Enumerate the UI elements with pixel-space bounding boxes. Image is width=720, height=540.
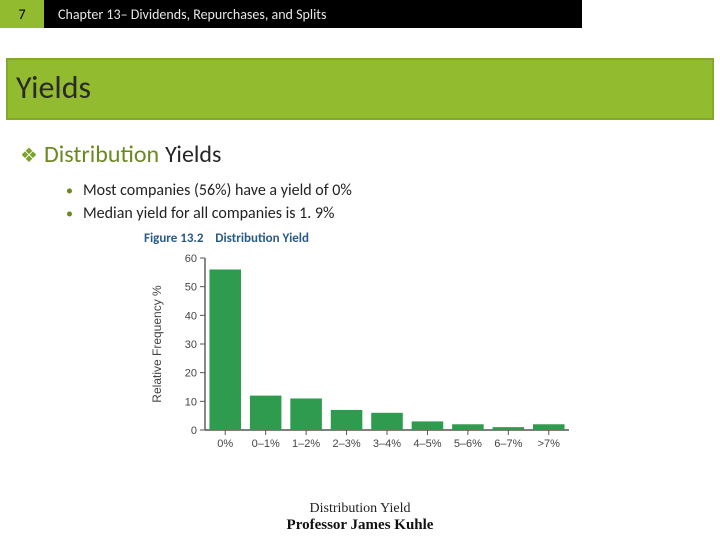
heading-plain: Yields bbox=[165, 140, 221, 169]
svg-text:3–4%: 3–4% bbox=[373, 438, 401, 450]
svg-text:0%: 0% bbox=[217, 438, 233, 450]
title-green-band bbox=[8, 60, 712, 118]
svg-text:6–7%: 6–7% bbox=[494, 438, 522, 450]
list-item: • Median yield for all companies is 1. 9… bbox=[66, 202, 700, 225]
bullet-dot-icon: • bbox=[66, 204, 73, 224]
figure-caption-number: Figure 13.2 bbox=[144, 231, 204, 246]
list-item: • Most companies (56%) have a yield of 0… bbox=[66, 179, 700, 202]
figure-caption: Figure 13.2 Distribution Yield bbox=[144, 231, 578, 246]
section-heading: ❖ Distribution Yields bbox=[20, 140, 700, 169]
svg-text:1–2%: 1–2% bbox=[292, 438, 320, 450]
figure: Figure 13.2 Distribution Yield 0 10 20 30 40… bbox=[142, 231, 578, 460]
content-area: ❖ Distribution Yields • Most companies (… bbox=[0, 120, 720, 460]
bullet-dot-icon: • bbox=[66, 181, 73, 201]
heading-highlighted: Distribution bbox=[44, 140, 159, 169]
svg-text:50: 50 bbox=[185, 282, 197, 294]
bullet-text: Median yield for all companies is 1. 9% bbox=[83, 202, 334, 225]
svg-text:20: 20 bbox=[185, 368, 197, 380]
svg-text:10: 10 bbox=[185, 397, 197, 409]
distribution-yield-chart: 0 10 20 30 40 50 60 Relative Frequency % 0% 0–1% 1… bbox=[145, 250, 575, 460]
svg-text:30: 30 bbox=[185, 339, 197, 351]
svg-text:>7%: >7% bbox=[538, 438, 561, 450]
slide-number: 7 bbox=[0, 0, 44, 28]
svg-text:0–1%: 0–1% bbox=[252, 438, 280, 450]
svg-text:60: 60 bbox=[185, 253, 197, 265]
figure-caption-text: Distribution Yield bbox=[215, 231, 309, 246]
svg-text:0: 0 bbox=[191, 425, 197, 437]
chapter-title: Chapter 13– Dividends, Repurchases, and … bbox=[44, 6, 326, 23]
slide-title-block: Yields bbox=[6, 58, 714, 120]
svg-text:5–6%: 5–6% bbox=[454, 438, 482, 450]
bullet-text: Most companies (56%) have a yield of 0% bbox=[83, 179, 352, 202]
svg-text:40: 40 bbox=[185, 311, 197, 323]
slide-title: Yields bbox=[16, 68, 91, 107]
header-bar: 7 Chapter 13– Dividends, Repurchases, an… bbox=[0, 0, 582, 28]
svg-text:Relative Frequency %: Relative Frequency % bbox=[150, 285, 164, 403]
footer: Distribution Yield Professor James Kuhle bbox=[0, 501, 720, 534]
footer-distribution-label: Distribution Yield bbox=[0, 501, 720, 517]
diamond-bullet-icon: ❖ bbox=[20, 146, 38, 166]
svg-text:2–3%: 2–3% bbox=[332, 438, 360, 450]
bullet-list: • Most companies (56%) have a yield of 0… bbox=[20, 179, 700, 225]
svg-text:4–5%: 4–5% bbox=[413, 438, 441, 450]
footer-author: Professor James Kuhle bbox=[0, 517, 720, 534]
